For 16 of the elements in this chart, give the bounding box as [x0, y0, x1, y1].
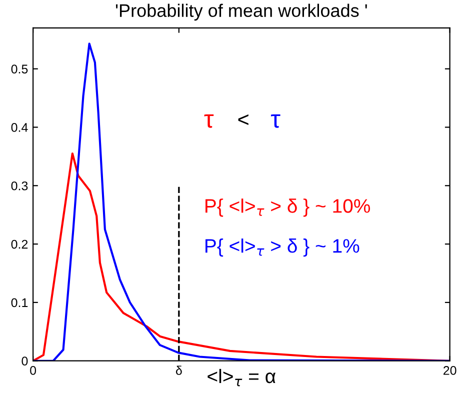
annotation: τ — [204, 114, 214, 128]
y-tick-label: 0 — [22, 356, 28, 366]
y-tick-label: 0.5 — [11, 64, 28, 74]
y-tick-label: 0.2 — [11, 240, 28, 249]
x-tick-label: 0 — [30, 366, 36, 375]
x-tick-label: δ — [176, 366, 182, 375]
annotation: τ — [270, 114, 280, 128]
y-tick-label: 0.4 — [11, 123, 28, 132]
annotation: P{ <l>$_{τ}$ > δ } ~ 10% — [206, 198, 370, 217]
chart-title: 'Probability of mean workloads ' — [116, 4, 367, 21]
y-tick-label: 0.1 — [11, 298, 28, 308]
x-tick-label: 20 — [444, 366, 456, 375]
annotation: P{ <l>$_{τ}$ > δ } ~ 1% — [206, 238, 360, 257]
y-tick-label: 0.3 — [11, 181, 28, 190]
annotation: < — [238, 114, 248, 125]
x-axis-title: <l>$_{τ}$ = α — [208, 368, 276, 386]
